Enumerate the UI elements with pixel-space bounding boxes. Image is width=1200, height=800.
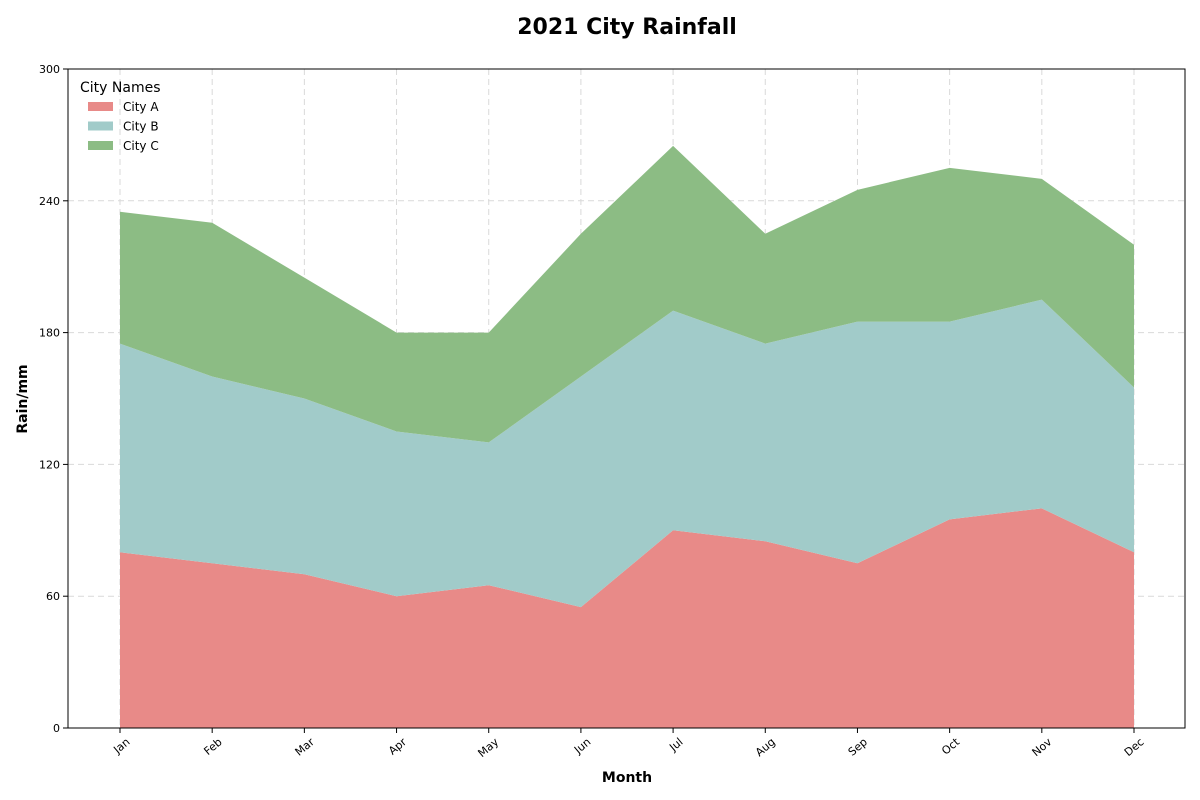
legend-swatch-city-c — [88, 141, 113, 150]
area-series-group — [120, 145, 1134, 728]
y-axis-title: Rain/mm — [15, 364, 31, 433]
legend-swatch-city-b — [88, 121, 113, 131]
legend-items: City A City B City C — [88, 100, 159, 153]
legend: City Names City A City B City C — [80, 80, 161, 153]
y-tick-label: 120 — [39, 458, 60, 471]
legend-title: City Names — [80, 80, 161, 96]
legend-label-city-b: City B — [123, 120, 159, 134]
plot-frame — [67, 68, 1186, 729]
area-city-a — [120, 508, 1134, 728]
chart-title: 2021 City Rainfall — [517, 15, 737, 40]
y-tick-label: 60 — [46, 590, 60, 603]
y-tick-label: 240 — [39, 195, 60, 208]
y-tick-label: 180 — [39, 327, 60, 340]
area-city-c — [120, 145, 1134, 443]
legend-swatch-city-a — [88, 102, 113, 111]
legend-label-city-c: City C — [123, 139, 159, 153]
y-tick-label: 300 — [39, 63, 60, 76]
legend-label-city-a: City A — [123, 100, 159, 114]
area-city-b — [120, 299, 1134, 608]
y-axis-ticks: 0 60 120 180 240 300 — [39, 63, 68, 735]
x-axis-title: Month — [602, 770, 652, 786]
y-tick-label: 0 — [53, 722, 60, 735]
